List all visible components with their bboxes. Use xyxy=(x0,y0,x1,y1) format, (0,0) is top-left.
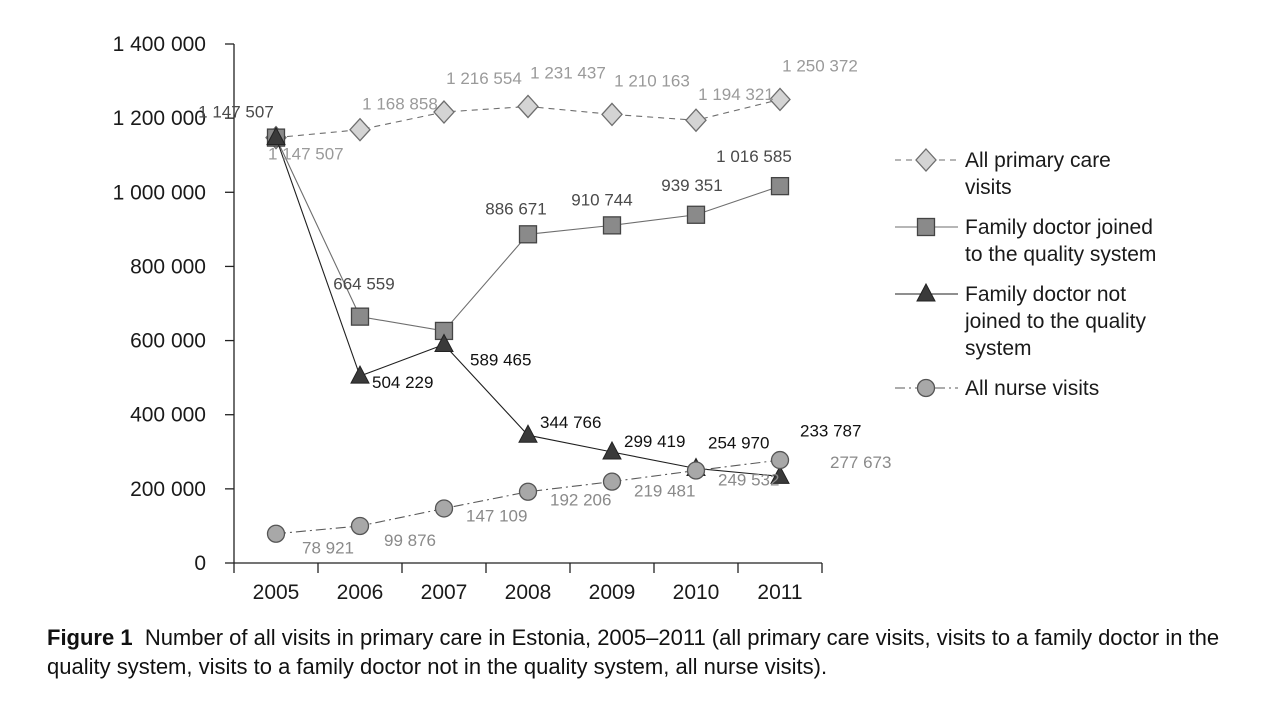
legend-square-icon xyxy=(916,217,936,237)
y-tick-label: 0 xyxy=(194,552,206,575)
diamond-marker xyxy=(433,100,455,124)
data-label: 589 465 xyxy=(470,350,531,369)
y-tick-label: 600 000 xyxy=(130,330,206,353)
legend-label: to the quality system xyxy=(965,243,1156,266)
caption-text: Number of all visits in primary care in … xyxy=(47,625,1220,679)
circle-marker xyxy=(350,516,370,536)
legend-label: All nurse visits xyxy=(965,377,1099,400)
circle-marker xyxy=(686,461,706,480)
data-label: 1 231 437 xyxy=(530,63,606,82)
y-tick-label: 1 200 000 xyxy=(113,107,206,130)
diamond-marker xyxy=(349,117,371,142)
square-marker xyxy=(686,205,706,224)
data-label: 664 559 xyxy=(333,275,394,294)
square-marker xyxy=(770,176,790,196)
data-label: 344 766 xyxy=(540,413,601,432)
data-label: 504 229 xyxy=(372,373,433,392)
legend-label: All primary care xyxy=(965,149,1111,172)
figure-label: Figure 1 xyxy=(47,625,133,650)
figure-caption: Figure 1 Number of all visits in primary… xyxy=(47,623,1247,681)
y-tick-label: 1 000 000 xyxy=(113,181,206,204)
triangle-marker xyxy=(350,365,370,384)
legend: All primary care visits Family doctor join… xyxy=(895,148,1156,400)
data-label: 886 671 xyxy=(485,199,546,218)
circle-marker xyxy=(266,524,286,543)
legend-label: Family doctor not xyxy=(965,283,1126,306)
circle-marker xyxy=(602,472,622,491)
data-label: 910 744 xyxy=(571,190,632,209)
series-circle xyxy=(266,450,790,543)
data-label: 192 206 xyxy=(550,491,611,510)
triangle-marker xyxy=(434,333,454,352)
diamond-marker xyxy=(769,87,791,112)
y-tick-label: 200 000 xyxy=(130,478,206,501)
axes: 0 200 000 400 000 600 000 800 000 1 000 000 1 … xyxy=(113,33,823,604)
data-labels-layer: 1 147 507 1 168 858 1 216 554 1 231 437 1 21… xyxy=(198,56,891,557)
data-label: 147 109 xyxy=(466,506,527,525)
circle-marker xyxy=(770,450,790,470)
circle-marker xyxy=(518,482,538,501)
triangle-marker xyxy=(602,440,622,460)
series-square xyxy=(266,128,790,341)
data-label: 1 210 163 xyxy=(614,71,690,90)
data-label: 249 532 xyxy=(718,470,779,489)
data-label: 78 921 xyxy=(302,539,354,558)
legend-triangle-icon xyxy=(916,282,936,302)
data-label: 219 481 xyxy=(634,482,695,501)
x-tick-label: 2005 xyxy=(253,581,300,604)
square-marker xyxy=(518,225,538,244)
square-marker xyxy=(350,307,370,326)
data-label: 1 250 372 xyxy=(782,56,858,75)
diamond-marker xyxy=(685,108,707,133)
y-tick-label: 800 000 xyxy=(130,255,206,278)
x-tick-label: 2011 xyxy=(757,581,802,604)
data-label: 99 876 xyxy=(384,531,436,550)
data-label: 299 419 xyxy=(624,432,685,451)
legend-circle-icon xyxy=(916,378,936,398)
data-label: 1 147 507 xyxy=(268,145,344,164)
diamond-marker xyxy=(517,94,539,119)
legend-item: Family doctor not joined to the quality sy… xyxy=(895,282,1146,360)
x-tick-label: 2010 xyxy=(673,581,720,604)
legend-item: All primary care visits xyxy=(895,148,1111,199)
data-label: 1 194 321 xyxy=(698,85,774,104)
data-label: 254 970 xyxy=(708,433,769,452)
diamond-marker xyxy=(601,102,623,127)
data-label: 233 787 xyxy=(800,421,861,440)
x-tick-label: 2008 xyxy=(505,581,552,604)
triangle-marker xyxy=(266,126,286,146)
legend-item: All nurse visits xyxy=(895,377,1099,400)
data-label: 1 147 507 xyxy=(198,103,274,122)
data-label: 1 168 858 xyxy=(362,95,438,114)
legend-label: Family doctor joined xyxy=(965,216,1153,239)
triangle-marker xyxy=(770,465,790,484)
data-label: 1 216 554 xyxy=(446,69,522,88)
data-label: 939 351 xyxy=(661,176,722,195)
triangle-marker xyxy=(518,424,538,443)
data-label: 277 673 xyxy=(830,453,891,472)
y-tick-label: 400 000 xyxy=(130,404,206,427)
circle-marker xyxy=(434,499,454,518)
data-label: 1 016 585 xyxy=(716,147,792,166)
x-tick-label: 2009 xyxy=(589,581,636,604)
legend-label: visits xyxy=(965,176,1012,199)
series-layer xyxy=(265,87,791,543)
y-tick-label: 1 400 000 xyxy=(113,33,206,56)
square-marker xyxy=(602,216,622,235)
x-tick-label: 2006 xyxy=(337,581,384,604)
legend-item: Family doctor joined to the quality syste… xyxy=(895,216,1156,266)
legend-label: system xyxy=(965,337,1032,360)
x-tick-label: 2007 xyxy=(421,581,468,604)
legend-label: joined to the quality xyxy=(964,310,1146,333)
legend-diamond-icon xyxy=(915,148,937,172)
